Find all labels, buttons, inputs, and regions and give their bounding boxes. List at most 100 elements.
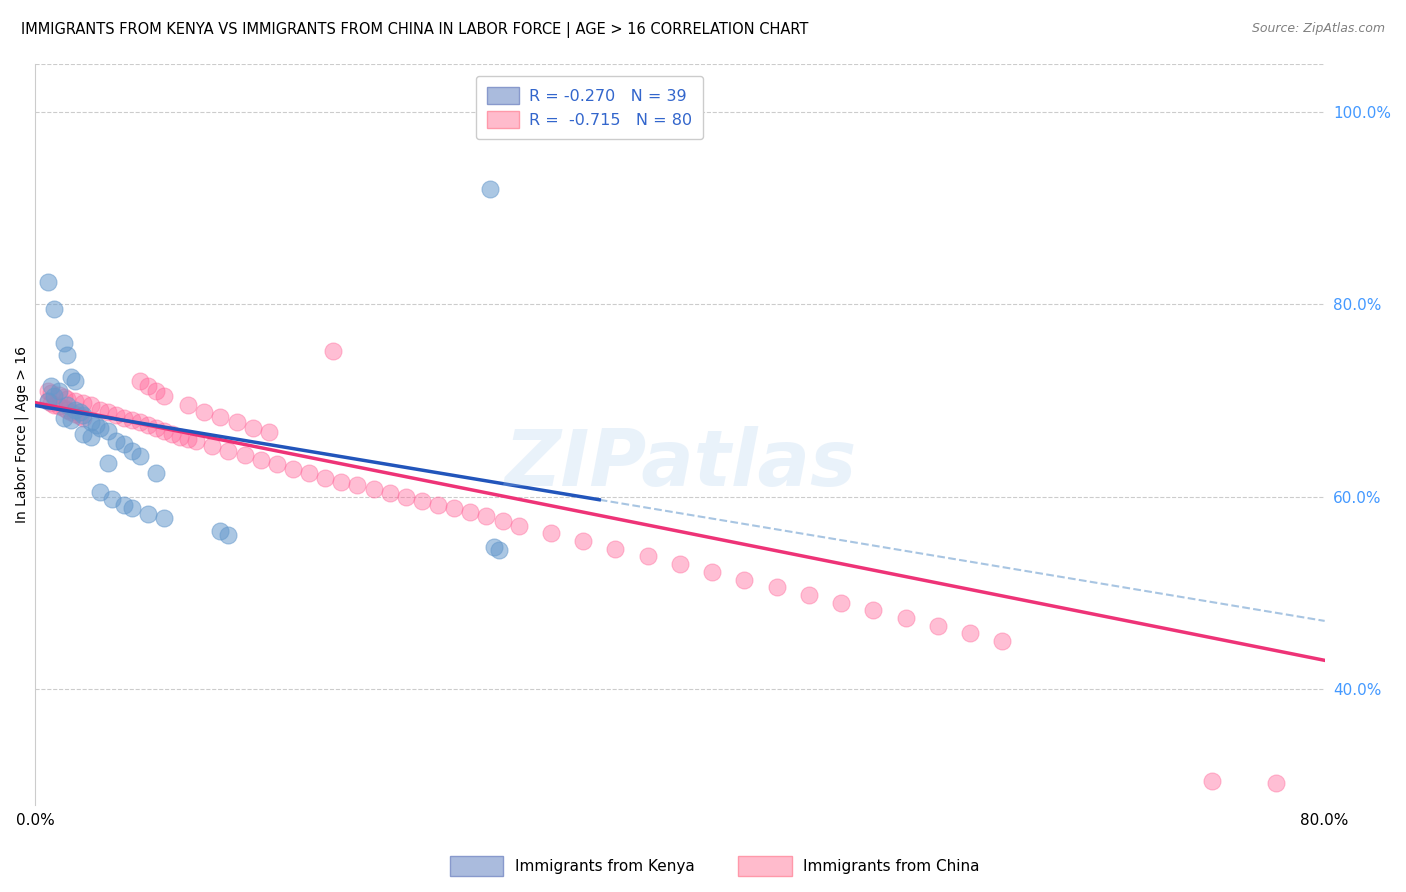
Point [128,415,150,429]
Point [53,335,76,350]
Point [145,420,167,434]
Point [97,405,120,419]
Point [136,507,159,521]
Point [1201,773,1223,788]
Point [128,375,150,389]
Point [145,466,167,480]
Text: Source: ZipAtlas.com: Source: ZipAtlas.com [1251,22,1385,36]
Point [153,511,176,525]
Point [89,485,111,500]
Point [797,588,820,602]
Point [894,611,917,625]
Point [72,411,94,425]
Point [48,400,70,414]
Point [193,405,215,419]
Point [427,498,450,512]
Point [669,557,692,571]
Point [136,379,159,393]
Point [700,565,723,579]
Point [991,634,1014,648]
Point [56,392,79,406]
Point [281,462,304,476]
Point [89,403,111,417]
Point [121,501,143,516]
Point [39,379,62,393]
Point [862,603,884,617]
Point [121,413,143,427]
Point [257,425,280,440]
Point [72,408,94,422]
Point [86,417,108,432]
Point [177,432,200,446]
Point [65,393,87,408]
Point [201,439,224,453]
Point [37,393,59,408]
Point [572,534,595,549]
Point [59,405,82,419]
Point [112,411,135,425]
Point [39,395,62,409]
Point [169,430,191,444]
Point [48,384,70,398]
Point [97,456,120,470]
Point [153,389,176,403]
Point [242,420,264,434]
Point [637,549,659,564]
Point [298,466,321,480]
Point [59,413,82,427]
Point [39,386,62,401]
Point [56,399,79,413]
Point [249,453,271,467]
Point [112,498,135,512]
Point [209,410,232,425]
Point [959,626,981,640]
Point [322,343,344,358]
Point [56,403,79,417]
Point [44,302,66,317]
Point [37,276,59,290]
Point [53,390,76,404]
Text: IMMIGRANTS FROM KENYA VS IMMIGRANTS FROM CHINA IN LABOR FORCE | AGE > 16 CORRELA: IMMIGRANTS FROM KENYA VS IMMIGRANTS FROM… [21,22,808,38]
Point [112,437,135,451]
Point [314,470,336,484]
Point [209,524,232,538]
Point [69,405,91,419]
Point [145,384,167,398]
Point [37,384,59,398]
Point [89,420,111,434]
Point [395,490,418,504]
Point [233,449,256,463]
Point [491,514,513,528]
Legend: R = -0.270   N = 39, R =  -0.715   N = 80: R = -0.270 N = 39, R = -0.715 N = 80 [477,76,703,139]
Text: Immigrants from China: Immigrants from China [803,859,980,873]
Point [72,395,94,409]
Point [53,401,76,416]
Point [104,434,127,448]
Point [97,425,120,439]
Point [65,375,87,389]
Point [363,482,385,496]
Point [56,347,79,361]
Point [346,478,368,492]
Y-axis label: In Labor Force | Age > 16: In Labor Force | Age > 16 [15,346,30,523]
Point [80,415,103,429]
Point [765,580,787,594]
Point [443,501,465,516]
Point [37,393,59,408]
Point [266,457,288,471]
Point [177,399,200,413]
Point [478,182,501,196]
Point [80,397,103,411]
Point [65,403,87,417]
Text: ZIPatlas: ZIPatlas [503,426,856,502]
Point [101,491,124,506]
Point [458,505,481,519]
Point [69,409,91,423]
Point [330,475,353,490]
Point [508,518,530,533]
Point [218,528,240,542]
Point [186,434,208,448]
Point [44,389,66,403]
Point [540,526,562,541]
Point [128,450,150,464]
